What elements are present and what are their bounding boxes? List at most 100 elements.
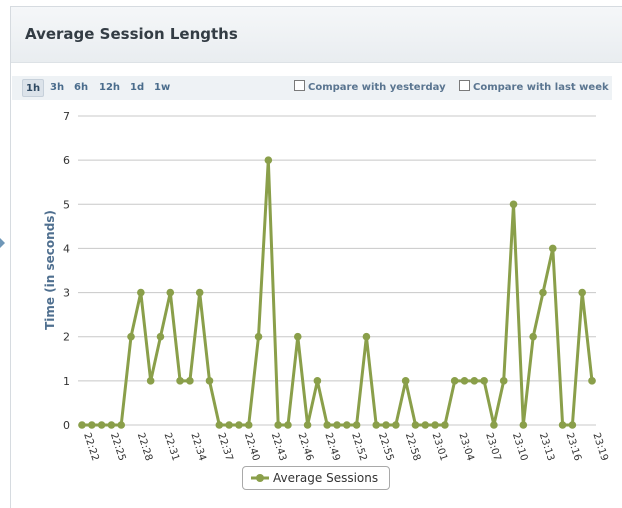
compare-yesterday-checkbox[interactable]: [294, 80, 305, 91]
data-point: [78, 421, 86, 429]
x-tick-label: 23:07: [483, 432, 502, 463]
panel-header: Average Session Lengths: [11, 7, 622, 63]
chart-toolbar: 1h 3h 6h 12h 1d 1w Compare with yesterda…: [12, 76, 612, 100]
x-tick-label: 22:34: [188, 432, 207, 463]
range-button-6h[interactable]: 6h: [74, 82, 89, 93]
data-point: [431, 421, 439, 429]
legend-series-label: Average Sessions: [273, 471, 379, 485]
data-point: [156, 332, 165, 341]
range-button-1d[interactable]: 1d: [130, 82, 145, 93]
data-point: [382, 421, 390, 429]
data-point: [480, 377, 488, 385]
panel-collapse-arrow-icon[interactable]: [0, 238, 5, 248]
data-point: [352, 421, 361, 429]
data-point: [313, 377, 322, 385]
x-tick-label: 22:49: [322, 432, 341, 463]
data-point: [392, 421, 400, 429]
x-tick-label: 22:40: [242, 432, 261, 463]
data-point: [548, 244, 557, 253]
y-tick-label: 0: [63, 419, 70, 432]
data-point: [97, 421, 106, 429]
data-point: [264, 156, 273, 164]
data-point: [88, 421, 96, 429]
data-point: [293, 332, 302, 341]
range-button-12h[interactable]: 12h: [99, 82, 121, 93]
x-tick-label: 22:31: [162, 432, 181, 463]
y-tick-label: 1: [63, 375, 70, 388]
data-point: [411, 421, 420, 429]
x-tick-label: 23:04: [456, 432, 475, 463]
x-tick-label: 23:10: [510, 432, 529, 463]
x-tick-label: 22:37: [215, 432, 234, 463]
x-tick-label: 22:58: [403, 432, 422, 463]
data-point: [568, 421, 577, 429]
data-point: [186, 377, 194, 385]
data-point: [284, 421, 292, 429]
data-point: [205, 377, 214, 385]
panel-title: Average Session Lengths: [25, 25, 238, 43]
legend-series-marker-icon: [251, 474, 269, 482]
range-button-3h[interactable]: 3h: [50, 82, 65, 93]
x-tick-label: 23:16: [564, 432, 583, 463]
data-point: [146, 377, 155, 385]
y-tick-label: 3: [63, 287, 70, 300]
data-point: [343, 421, 351, 429]
data-point: [509, 200, 518, 209]
data-point: [578, 288, 586, 297]
x-tick-label: 22:25: [108, 432, 127, 463]
data-point: [450, 377, 459, 385]
data-point: [588, 377, 596, 385]
range-button-1w[interactable]: 1w: [154, 82, 171, 93]
data-point: [254, 332, 263, 341]
y-tick-label: 4: [63, 242, 70, 255]
data-point: [176, 377, 184, 385]
range-button-1h[interactable]: 1h: [22, 79, 45, 97]
x-tick-label: 22:55: [376, 432, 395, 463]
y-tick-label: 5: [63, 198, 70, 211]
data-point: [460, 377, 469, 385]
y-axis-label: Time (in seconds): [43, 210, 57, 330]
data-point: [529, 332, 537, 341]
data-point: [244, 421, 253, 429]
data-point: [303, 421, 312, 429]
data-point: [225, 421, 233, 429]
data-point: [539, 288, 547, 297]
data-point: [372, 421, 381, 429]
compare-last-week-label: Compare with last week: [473, 82, 609, 93]
data-point: [107, 421, 116, 429]
chart-legend[interactable]: Average Sessions: [242, 466, 390, 490]
data-point: [519, 421, 528, 429]
data-point: [333, 421, 341, 429]
compare-yesterday-option[interactable]: Compare with yesterday: [294, 79, 446, 97]
x-tick-label: 23:01: [430, 432, 449, 463]
data-point: [323, 421, 331, 429]
compare-last-week-checkbox[interactable]: [459, 80, 470, 91]
x-tick-label: 22:52: [349, 432, 368, 463]
y-tick-label: 2: [63, 331, 70, 344]
data-point: [166, 288, 175, 297]
data-point: [401, 377, 410, 385]
data-point: [215, 421, 224, 429]
x-tick-label: 22:43: [269, 432, 288, 463]
x-tick-label: 23:13: [537, 432, 556, 463]
data-point: [421, 421, 430, 429]
compare-last-week-option[interactable]: Compare with last week: [459, 79, 609, 97]
data-point: [490, 421, 498, 429]
x-tick-label: 23:19: [590, 432, 609, 463]
data-point: [441, 421, 449, 429]
data-point: [274, 421, 282, 429]
data-point: [499, 377, 508, 385]
data-point: [137, 288, 145, 297]
x-tick-label: 22:28: [135, 432, 154, 463]
compare-yesterday-label: Compare with yesterday: [308, 82, 446, 93]
data-point: [362, 332, 371, 341]
data-point: [117, 421, 126, 429]
y-tick-label: 7: [63, 110, 70, 123]
x-tick-label: 22:46: [296, 432, 315, 463]
data-point: [558, 421, 567, 429]
data-point: [195, 288, 204, 297]
data-point: [470, 377, 479, 385]
data-point: [235, 421, 243, 429]
x-tick-label: 22:22: [81, 432, 100, 463]
